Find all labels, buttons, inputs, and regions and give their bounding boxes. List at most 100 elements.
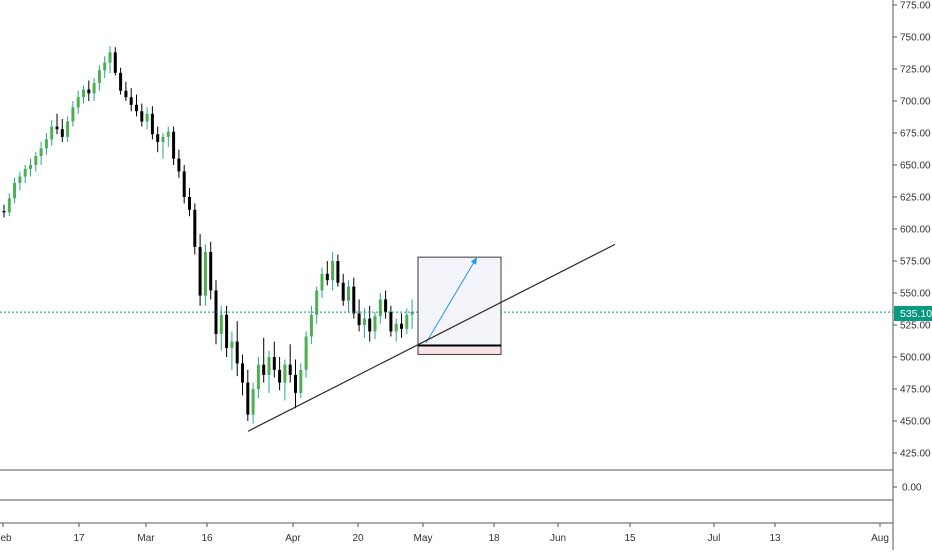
candle[interactable] [92,77,96,101]
candle[interactable] [34,152,38,172]
candle[interactable] [44,133,48,155]
candle[interactable] [394,318,398,342]
candle-body [288,364,292,375]
candle[interactable] [13,177,17,204]
candle[interactable] [18,171,22,191]
candle[interactable] [76,90,80,114]
candle[interactable] [225,305,229,357]
candle[interactable] [362,308,366,338]
candle[interactable] [172,126,176,165]
candle[interactable] [71,101,75,127]
candle[interactable] [182,165,186,204]
candle[interactable] [156,126,160,153]
candle[interactable] [129,88,133,112]
candle[interactable] [119,67,123,95]
candle[interactable] [410,299,414,329]
candle[interactable] [177,149,181,178]
candle[interactable] [203,244,207,306]
candle[interactable] [373,312,377,340]
time-tick-label: 18 [488,533,500,544]
candle[interactable] [188,188,191,217]
candle[interactable] [108,45,112,73]
indicator-axis[interactable]: 0.00 [893,483,922,494]
candle[interactable] [246,369,250,421]
candle[interactable] [389,305,393,337]
candle-body [304,336,308,370]
time-axis[interactable]: Feb 17 Mar 16 Apr 20 May 18 Jun 15 Jul 13 Aug [0,523,889,544]
candle-body [39,148,43,157]
candle[interactable] [66,116,70,142]
candle[interactable] [315,286,319,324]
candle[interactable] [2,204,6,218]
candle[interactable] [82,85,85,104]
candle[interactable] [262,337,266,383]
candle[interactable] [325,261,329,286]
candle[interactable] [241,354,244,396]
candle[interactable] [288,344,292,383]
candle[interactable] [230,331,234,370]
candle-body [87,89,91,94]
candle[interactable] [272,341,276,378]
candle[interactable] [219,305,223,351]
candle[interactable] [145,107,149,130]
candle[interactable] [124,81,128,101]
candle[interactable] [103,56,107,78]
candle[interactable] [357,299,361,332]
candle[interactable] [378,293,382,324]
candle[interactable] [256,357,260,398]
trend-line[interactable] [247,243,616,432]
candle[interactable] [341,273,345,306]
candle[interactable] [198,234,202,306]
candle[interactable] [39,141,43,165]
time-tick-label: Apr [285,533,301,544]
candle[interactable] [405,308,409,334]
candle[interactable] [161,133,165,159]
time-tick-label: 13 [769,533,781,544]
price-tick-label: 725.00 [900,65,931,76]
candle[interactable] [87,80,91,101]
candle[interactable] [299,363,303,398]
candle[interactable] [278,357,282,391]
projection-arrow[interactable] [425,256,478,344]
position-stop-zone[interactable] [417,344,502,355]
candle[interactable] [347,280,350,313]
candle-body [97,70,101,84]
candle[interactable] [113,47,117,76]
candle[interactable] [135,94,138,117]
candle-body [309,314,313,337]
price-axis[interactable]: 775.00 750.00 725.00 700.00 675.00 650.00 625.… [893,1,931,460]
candle[interactable] [7,193,11,217]
candle[interactable] [29,158,32,177]
candle[interactable] [384,290,388,319]
candle[interactable] [283,359,287,401]
candle[interactable] [400,313,403,338]
candle[interactable] [336,254,340,287]
candle-body [362,318,366,325]
candle[interactable] [320,267,324,299]
candle[interactable] [294,359,297,409]
candle[interactable] [150,106,154,140]
candle[interactable] [140,103,144,127]
candle[interactable] [331,252,335,291]
candle[interactable] [97,65,101,91]
candle[interactable] [235,321,239,377]
candle[interactable] [60,118,64,142]
price-tick-label: 425.00 [900,449,931,460]
candle[interactable] [23,165,27,183]
candle-body [50,126,54,140]
candle[interactable] [193,203,197,255]
candle[interactable] [166,126,170,148]
candle[interactable] [267,350,271,393]
candle-body [331,261,335,281]
candle[interactable] [209,241,213,300]
candle[interactable] [368,305,372,342]
candle-body [172,131,176,159]
candle[interactable] [55,113,59,135]
candle[interactable] [309,305,313,345]
candle[interactable] [251,382,255,424]
position-target-zone[interactable] [417,256,502,346]
candle[interactable] [304,331,308,378]
candle[interactable] [50,120,54,146]
